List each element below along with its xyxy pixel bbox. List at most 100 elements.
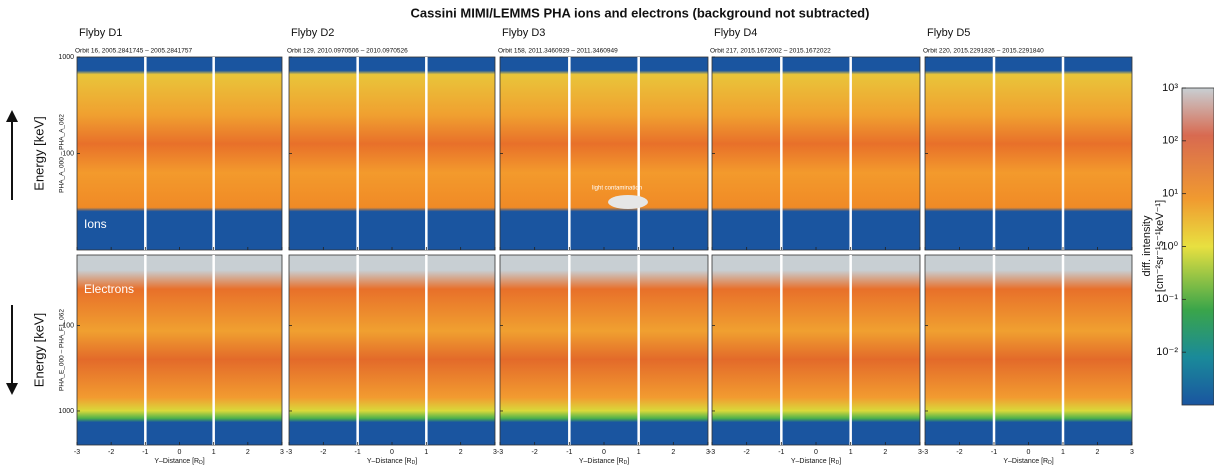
x-tick-label: -1	[778, 449, 784, 456]
x-tick-label: -2	[744, 449, 750, 456]
x-label-end: ]	[415, 458, 417, 465]
colorbar-tick-label: 10⁰	[1161, 240, 1178, 252]
x-axis-label: Y–Distance [RD]	[367, 458, 417, 465]
x-tick-label: -1	[566, 449, 572, 456]
x-axis-label: Y–Distance [RD]	[791, 458, 841, 465]
x-tick-label: -1	[355, 449, 361, 456]
orbit-label: Orbit 217, 2015.1672002 – 2015.1672022	[710, 48, 831, 55]
x-tick-label: 0	[814, 449, 818, 456]
y-tick-label: 1000	[58, 54, 74, 61]
annotation: light contamination	[592, 186, 642, 192]
y-axis-label: Energy [keV]	[31, 116, 46, 190]
orbit-label: Orbit 16, 2005.2841745 – 2005.2841757	[75, 48, 192, 55]
row-label: Ions	[84, 217, 107, 231]
x-tick-label: 2	[883, 449, 887, 456]
colorbar-tick-label: 10²	[1162, 135, 1178, 147]
x-label-text: Y–Distance [R	[367, 458, 412, 465]
x-tick-label: 3	[918, 449, 922, 456]
orbit-label: Orbit 129, 2010.0970506 – 2010.0970526	[287, 48, 408, 55]
spectrogram	[288, 254, 496, 446]
x-label-text: Y–Distance [R	[154, 458, 199, 465]
x-tick-label: 2	[246, 449, 250, 456]
flyby-label: Flyby D4	[714, 27, 757, 39]
spectrogram	[76, 56, 283, 251]
x-label-text: Y–Distance [R	[1003, 458, 1048, 465]
x-tick-label: 3	[706, 449, 710, 456]
spectrogram	[711, 56, 921, 251]
x-tick-label: 3	[493, 449, 497, 456]
x-tick-label: 0	[602, 449, 606, 456]
x-label-sub: D	[412, 460, 416, 465]
x-tick-label: -2	[956, 449, 962, 456]
spectrogram	[288, 56, 496, 251]
contamination-blob	[608, 195, 648, 209]
arrow-down-head	[6, 383, 18, 395]
spectrogram	[499, 254, 709, 446]
x-tick-label: 2	[459, 449, 463, 456]
figure-title: Cassini MIMI/LEMMS PHA ions and electron…	[411, 5, 870, 20]
spectrogram	[924, 254, 1133, 446]
x-axis-label: Y–Distance [RD]	[579, 458, 629, 465]
spectrogram	[924, 56, 1133, 251]
x-label-end: ]	[1052, 458, 1054, 465]
x-tick-label: 0	[390, 449, 394, 456]
x-label-end: ]	[203, 458, 205, 465]
channel-label: PHA_E_000 – PHA_F1_062	[59, 309, 66, 391]
colorbar	[1181, 87, 1214, 406]
colorbar-units: [cm⁻²sr⁻¹s⁻¹keV⁻¹]	[1154, 200, 1166, 292]
x-tick-label: -1	[142, 449, 148, 456]
x-tick-label: -2	[108, 449, 114, 456]
orbit-label: Orbit 158, 2011.3460929 – 2011.3460949	[498, 48, 618, 55]
arrow-up-head	[6, 110, 18, 122]
flyby-label: Flyby D3	[502, 27, 545, 39]
x-tick-label: 3	[280, 449, 284, 456]
x-tick-label: -3	[286, 449, 292, 456]
x-label-end: ]	[627, 458, 629, 465]
spectrogram	[711, 254, 921, 446]
y-tick-label: 100	[62, 150, 74, 157]
x-label-text: Y–Distance [R	[791, 458, 836, 465]
channel-label: PHA_A_000 – PHA_A_062	[59, 114, 66, 193]
y-axis-label: Energy [keV]	[31, 313, 46, 387]
x-tick-label: 1	[849, 449, 853, 456]
x-label-end: ]	[839, 458, 841, 465]
spectrogram	[76, 254, 283, 446]
y-tick-label: 100	[62, 322, 74, 329]
x-axis-label: Y–Distance [RD]	[1003, 458, 1053, 465]
x-tick-label: 1	[1061, 449, 1065, 456]
x-tick-label: -1	[991, 449, 997, 456]
x-tick-label: -3	[709, 449, 715, 456]
x-label-sub: D	[199, 460, 203, 465]
orbit-label: Orbit 220, 2015.2291826 – 2015.2291840	[923, 48, 1044, 55]
colorbar-tick-label: 10⁻²	[1156, 346, 1178, 358]
x-label-sub: D	[1048, 460, 1052, 465]
colorbar-label: diff. intensity	[1141, 215, 1153, 276]
x-tick-label: 1	[424, 449, 428, 456]
x-tick-label: 1	[637, 449, 641, 456]
colorbar-tick-label: 10⁻¹	[1156, 293, 1178, 305]
flyby-label: Flyby D2	[291, 27, 334, 39]
flyby-label: Flyby D1	[79, 27, 122, 39]
x-label-sub: D	[836, 460, 840, 465]
x-tick-label: 1	[212, 449, 216, 456]
x-tick-label: 3	[1130, 449, 1134, 456]
x-tick-label: -2	[320, 449, 326, 456]
x-label-text: Y–Distance [R	[579, 458, 624, 465]
x-tick-label: 2	[671, 449, 675, 456]
x-label-sub: D	[624, 460, 628, 465]
x-tick-label: -3	[497, 449, 503, 456]
flyby-label: Flyby D5	[927, 27, 970, 39]
x-tick-label: 0	[178, 449, 182, 456]
x-tick-label: -3	[74, 449, 80, 456]
colorbar-tick-label: 10³	[1162, 82, 1178, 94]
colorbar-tick-label: 10¹	[1162, 188, 1178, 200]
x-tick-label: 0	[1027, 449, 1031, 456]
x-axis-label: Y–Distance [RD]	[154, 458, 204, 465]
spectrogram	[499, 56, 709, 251]
row-label: Electrons	[84, 282, 134, 296]
x-tick-label: -3	[922, 449, 928, 456]
x-tick-label: -2	[532, 449, 538, 456]
y-tick-label: 1000	[58, 408, 74, 415]
x-tick-label: 2	[1096, 449, 1100, 456]
